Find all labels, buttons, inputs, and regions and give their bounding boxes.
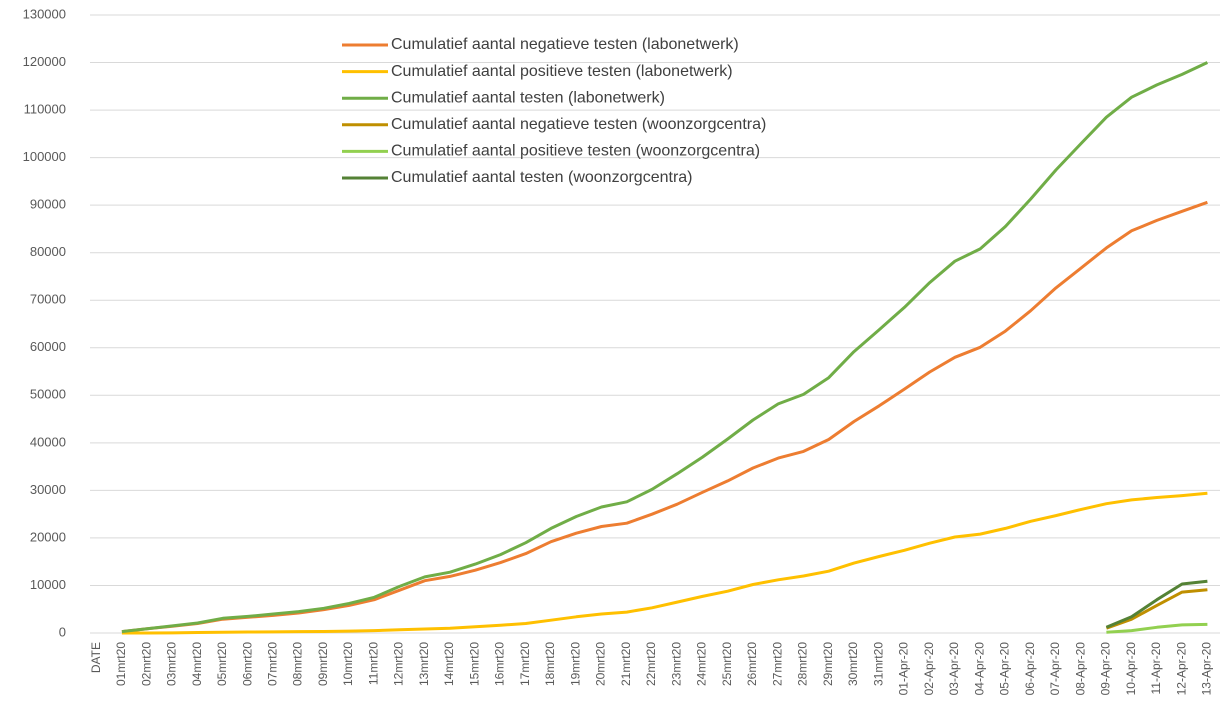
x-tick-label: 09-Apr-20 — [1099, 642, 1113, 696]
y-tick-label: 10000 — [30, 577, 66, 592]
x-tick-label: 06mrt20 — [240, 642, 254, 686]
y-tick-label: 30000 — [30, 482, 66, 497]
x-tick-label: 20mrt20 — [594, 642, 608, 686]
x-tick-label: 01-Apr-20 — [897, 642, 911, 696]
y-tick-label: 40000 — [30, 434, 66, 449]
x-tick-label: 07-Apr-20 — [1048, 642, 1062, 696]
x-tick-label: 06-Apr-20 — [1023, 642, 1037, 696]
x-tick-label: 04-Apr-20 — [972, 642, 986, 696]
y-tick-label: 50000 — [30, 387, 66, 402]
x-tick-label: 03mrt20 — [165, 642, 179, 686]
x-tick-label: 01mrt20 — [114, 642, 128, 686]
x-tick-label: DATE — [89, 642, 103, 673]
legend-label: Cumulatief aantal positieve testen (woon… — [391, 143, 760, 160]
legend-label: Cumulatief aantal positieve testen (labo… — [391, 63, 733, 80]
legend-label: Cumulatief aantal negatieve testen (woon… — [391, 116, 766, 133]
series-line — [121, 491, 1208, 635]
x-tick-label: 11-Apr-20 — [1149, 642, 1163, 695]
x-tick-label: 22mrt20 — [644, 642, 658, 686]
x-tick-label: 29mrt20 — [821, 642, 835, 686]
x-tick-label: 31mrt20 — [871, 642, 885, 686]
legend-label: Cumulatief aantal negatieve testen (labo… — [391, 36, 739, 53]
x-tick-label: 08-Apr-20 — [1073, 642, 1087, 696]
y-tick-label: 110000 — [24, 102, 66, 117]
x-tick-label: 15mrt20 — [467, 642, 481, 686]
series-line — [1105, 579, 1208, 629]
series-line — [1105, 588, 1208, 630]
y-tick-label: 130000 — [23, 6, 66, 21]
x-tick-label: 10mrt20 — [341, 642, 355, 686]
x-tick-label: 05mrt20 — [215, 642, 229, 686]
x-tick-label: 13-Apr-20 — [1200, 642, 1214, 696]
legend-label: Cumulatief aantal testen (labonetwerk) — [391, 89, 665, 106]
y-tick-label: 60000 — [30, 339, 66, 354]
x-tick-label: 27mrt20 — [770, 642, 784, 686]
series-line — [1106, 622, 1208, 634]
x-tick-label: 30mrt20 — [846, 642, 860, 686]
x-tick-label: 21mrt20 — [619, 642, 633, 686]
series-line — [121, 200, 1208, 634]
x-tick-label: 14mrt20 — [442, 642, 456, 686]
x-tick-label: 12-Apr-20 — [1174, 642, 1188, 696]
x-tick-label: 11mrt20 — [366, 642, 380, 685]
x-tick-label: 02-Apr-20 — [922, 642, 936, 696]
y-tick-label: 80000 — [30, 244, 66, 259]
x-tick-label: 13mrt20 — [417, 642, 431, 686]
x-tick-label: 24mrt20 — [695, 642, 709, 686]
y-tick-label: 70000 — [30, 292, 66, 307]
y-tick-label: 90000 — [30, 197, 66, 212]
x-tick-label: 12mrt20 — [392, 642, 406, 686]
x-tick-label: 17mrt20 — [518, 642, 532, 686]
x-tick-label: 03-Apr-20 — [947, 642, 961, 696]
x-tick-label: 16mrt20 — [493, 642, 507, 686]
x-tick-label: 10-Apr-20 — [1124, 642, 1138, 696]
x-tick-label: 19mrt20 — [568, 642, 582, 686]
y-tick-label: 20000 — [30, 529, 66, 544]
y-tick-label: 120000 — [23, 54, 66, 69]
x-tick-label: 23mrt20 — [669, 642, 683, 686]
x-tick-label: 09mrt20 — [316, 642, 330, 686]
x-tick-label: 25mrt20 — [720, 642, 734, 686]
x-tick-label: 05-Apr-20 — [998, 642, 1012, 696]
x-tick-label: 18mrt20 — [543, 642, 557, 686]
legend-label: Cumulatief aantal testen (woonzorgcentra… — [391, 169, 693, 186]
x-tick-label: 02mrt20 — [139, 642, 153, 686]
y-tick-label: 100000 — [23, 149, 66, 164]
x-tick-label: 26mrt20 — [745, 642, 759, 686]
x-tick-label: 07mrt20 — [266, 642, 280, 686]
x-tick-label: 08mrt20 — [291, 642, 305, 686]
x-tick-label: 28mrt20 — [796, 642, 810, 686]
series-line — [121, 61, 1209, 634]
x-tick-label: 04mrt20 — [190, 642, 204, 686]
y-tick-label: 0 — [59, 624, 66, 639]
